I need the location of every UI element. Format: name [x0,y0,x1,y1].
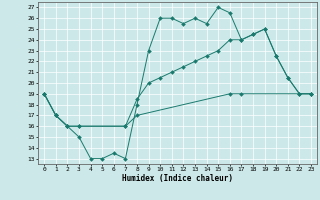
X-axis label: Humidex (Indice chaleur): Humidex (Indice chaleur) [122,174,233,183]
